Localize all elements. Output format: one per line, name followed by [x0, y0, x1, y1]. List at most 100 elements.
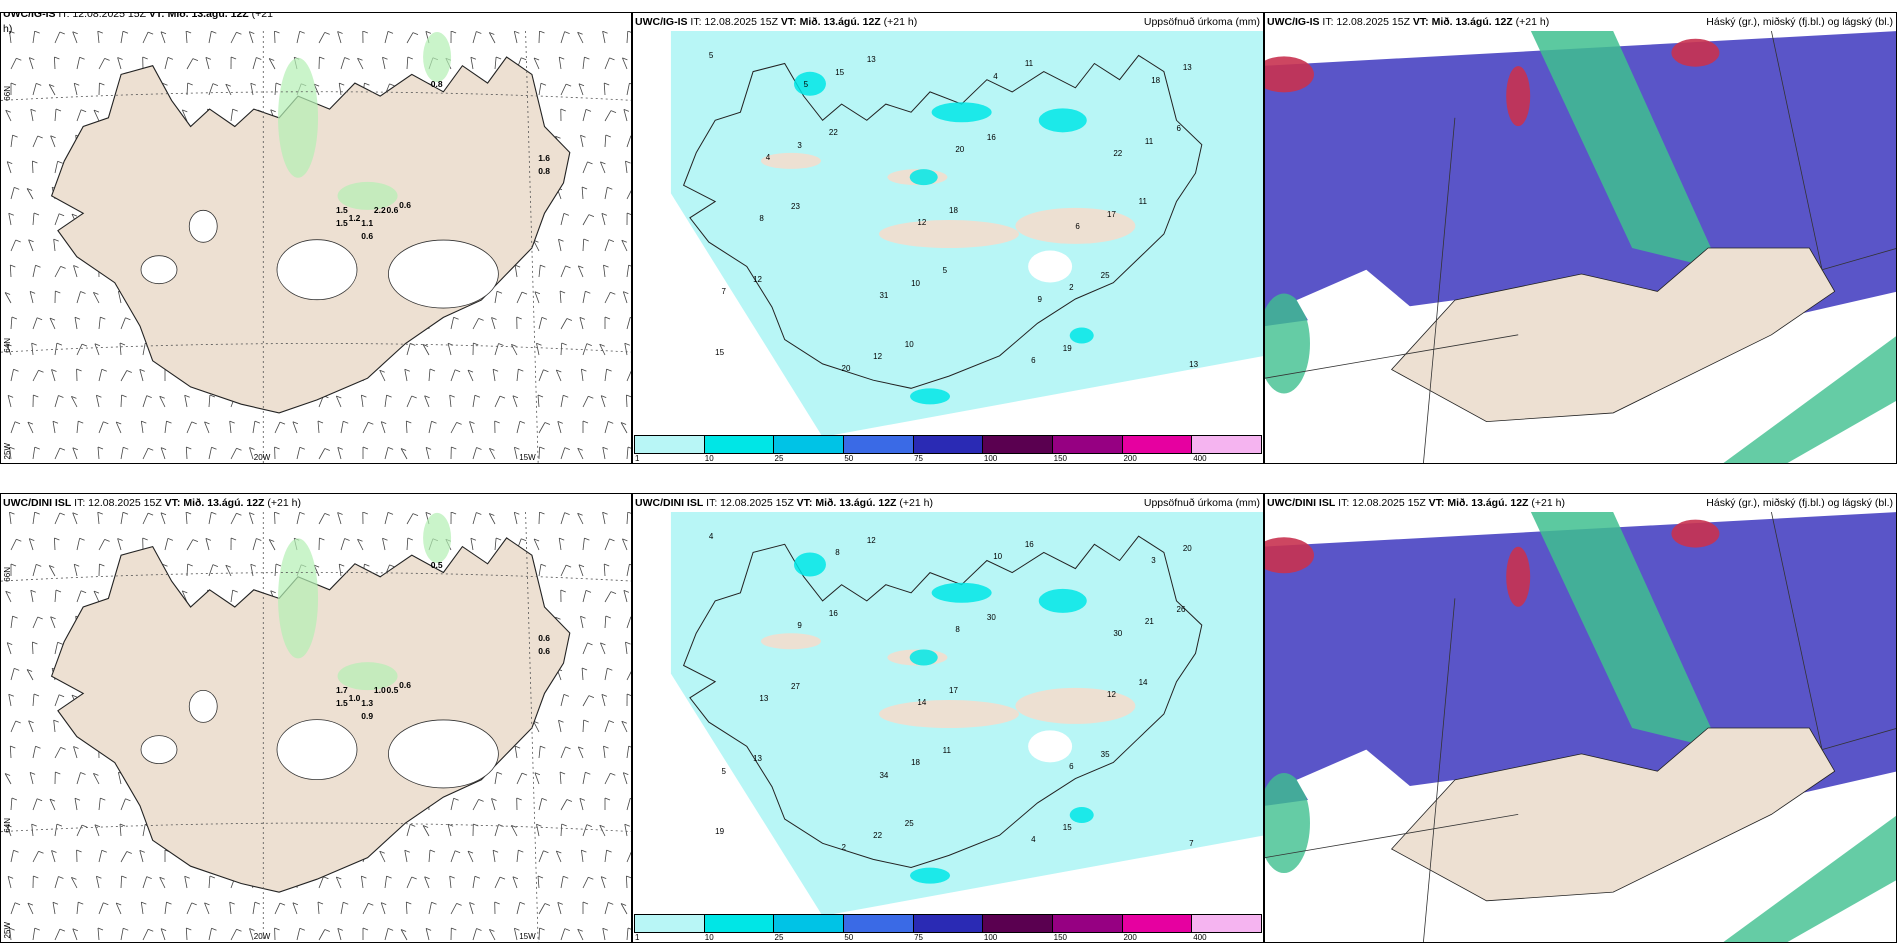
map-canvas [633, 31, 1263, 437]
init-time: IT: 12.08.2025 15Z [1322, 16, 1410, 28]
legend-label: 50 [844, 933, 854, 942]
map-panel-wind-bottom: UWC/DINI ISL IT: 12.08.2025 15Z VT: Mið.… [0, 493, 632, 943]
precip-value: 2 [1069, 282, 1074, 292]
precip-value: 14 [917, 697, 927, 707]
precip-value: 18 [911, 758, 920, 768]
precip-value: 4 [708, 532, 714, 542]
wind-value: 1.0 [373, 684, 386, 695]
legend-label: 1 [635, 454, 640, 463]
model-name: UWC/IG-IS [635, 16, 688, 28]
graticule [1, 31, 631, 463]
precip-value: 11 [1024, 59, 1034, 69]
map-canvas [1265, 512, 1896, 942]
precip-value: 8 [759, 213, 764, 223]
glacier [1028, 730, 1073, 763]
high-cloud [1530, 31, 1721, 270]
dry-area [1015, 687, 1136, 724]
lead-time: (+21 h) [1515, 16, 1550, 28]
legend-label: 150 [1053, 933, 1068, 942]
precip-value: 9 [1037, 294, 1042, 304]
glacier [276, 719, 358, 781]
init-time: IT: 12.08.2025 15Z [58, 12, 146, 20]
coord-label: 20W [253, 453, 271, 462]
precip-value: 4 [765, 152, 771, 162]
model-name: UWC/IG-IS [1267, 16, 1320, 28]
precip-value: 8 [835, 548, 840, 558]
precip-legend: 1 10 25 50 75 100 150 200 400 [633, 435, 1263, 463]
graticule [1, 512, 631, 942]
precip-value: 6 [1069, 762, 1074, 772]
precip-value: 4 [993, 71, 998, 81]
coord-label: 15W [519, 932, 536, 941]
map-panel-cloud-top: UWC/IG-IS IT: 12.08.2025 15Z VT: Mið. 13… [1264, 12, 1897, 464]
legend-label: 75 [914, 454, 924, 463]
heavy-precip [909, 169, 938, 186]
model-name: UWC/DINI ISL [3, 497, 72, 509]
precip-value: 10 [911, 278, 920, 288]
coord-label: 20W [253, 932, 271, 941]
iceland-land [50, 537, 571, 893]
wind-value: 0.6 [386, 204, 399, 215]
high-cloud-w [1265, 773, 1310, 874]
precip-value: 5 [803, 79, 809, 89]
precip-patch [423, 512, 452, 563]
lead-time: (+21 [251, 12, 273, 20]
precip-value: 19 [1062, 343, 1072, 353]
low-cloud [1506, 546, 1531, 607]
precip-value: 13 [1189, 359, 1199, 369]
model-name: UWC/IG-IS [3, 12, 56, 20]
precip-value: 11 [942, 746, 951, 756]
precip-patch [278, 57, 319, 178]
precip-value: 16 [986, 132, 996, 142]
low-cloud [1506, 66, 1531, 127]
wind-value: 1.5 [335, 217, 348, 228]
field-title: Háský (gr.), miðský (fj.bl.) og lágský (… [1706, 497, 1893, 509]
legend-label: 25 [774, 933, 784, 942]
valid-time: VT: Mið. 13.ágú. 12Z [796, 497, 897, 509]
precip-value: 27 [791, 681, 800, 691]
precip-value: 20 [955, 144, 965, 154]
precip-value: 13 [759, 693, 769, 703]
heavy-precip [1069, 807, 1094, 823]
legend-swatch [1122, 436, 1193, 453]
heavy-precip [910, 388, 951, 405]
precip-value: 5 [942, 266, 948, 276]
wind-value: 1.6 [538, 152, 551, 163]
precip-value: 21 [1144, 617, 1154, 627]
precip-value: 16 [828, 608, 838, 618]
map-canvas [1265, 31, 1896, 463]
precip-value: 4 [1031, 835, 1036, 845]
precip-value: 6 [1031, 355, 1036, 365]
high-cloud-w [1265, 293, 1310, 394]
low-cloud [1265, 537, 1314, 574]
precip-value: 30 [986, 613, 996, 622]
map-canvas [1, 512, 631, 942]
precip-patch [337, 181, 398, 210]
legend-label: 75 [914, 933, 924, 942]
wind-value: 0.5 [430, 559, 443, 570]
legend-label: 150 [1053, 454, 1068, 463]
legend-label: 200 [1123, 454, 1137, 463]
coord-label: 64N [3, 817, 12, 833]
init-time: IT: 12.08.2025 15Z [706, 497, 794, 509]
glacier [276, 239, 358, 301]
map-panel-precip-bottom: UWC/DINI ISL IT: 12.08.2025 15Z VT: Mið.… [632, 493, 1264, 943]
legend-swatch [1192, 436, 1262, 453]
precip-value: 3 [797, 140, 802, 150]
wind-value: 1.5 [335, 697, 348, 708]
lead-time: (+21 h) [1531, 497, 1565, 509]
precip-value: 6 [1176, 124, 1181, 134]
model-name: UWC/DINI ISL [1267, 497, 1336, 509]
lead-time: (+21 h) [267, 497, 301, 509]
legend-swatch [774, 915, 845, 932]
wind-value: 0.6 [399, 680, 411, 691]
legend-swatch [844, 436, 914, 453]
precip-patch [278, 538, 319, 659]
heavy-precip [909, 649, 938, 666]
legend-swatch [774, 436, 845, 453]
coord-label: 15W [519, 453, 536, 462]
dry-area [879, 220, 1019, 248]
legend-label: 50 [844, 454, 854, 463]
precip-value: 26 [1176, 604, 1186, 614]
wind-value: 0.6 [399, 200, 411, 211]
